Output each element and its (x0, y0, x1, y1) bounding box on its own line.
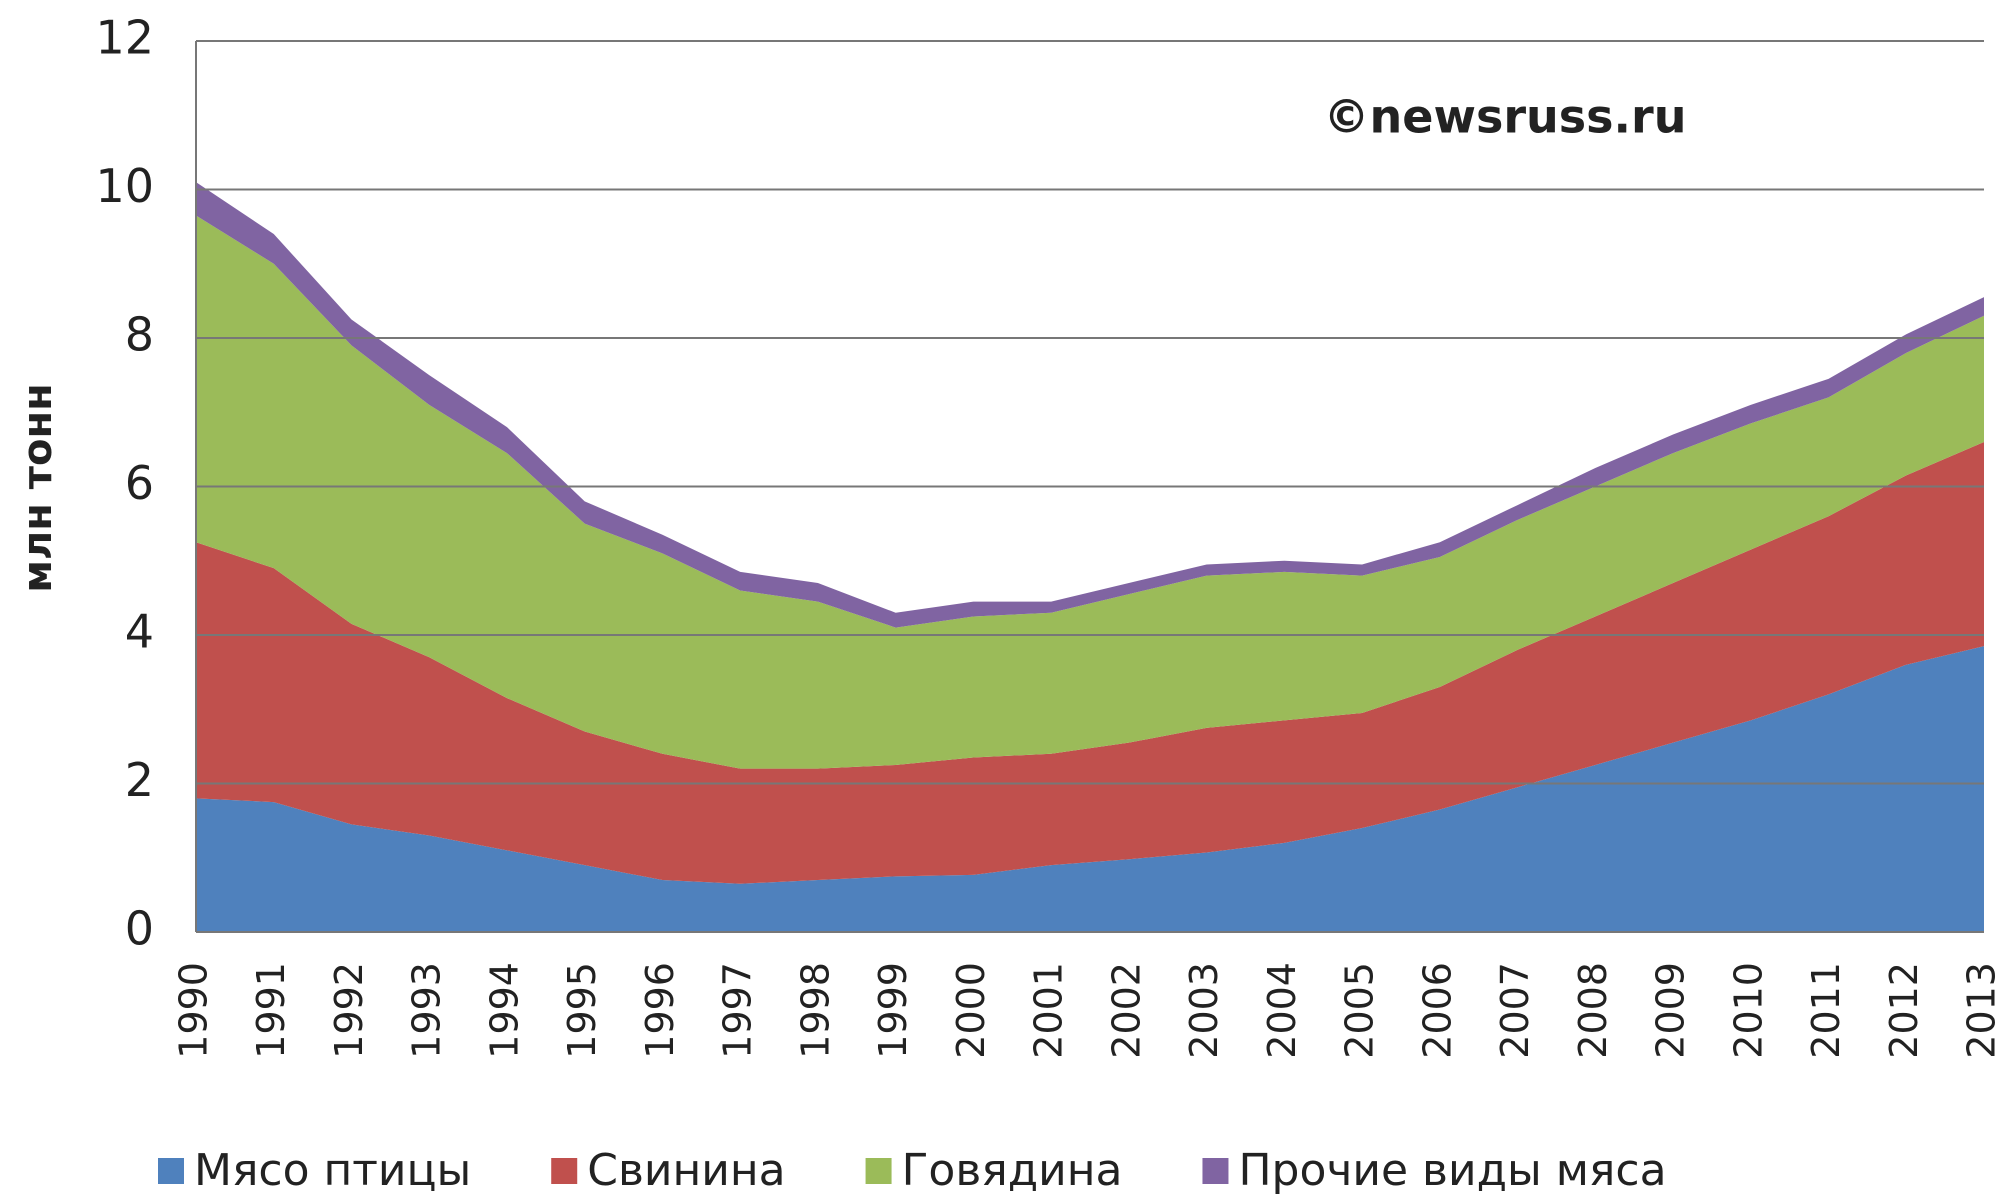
x-tick-label: 2008 (1571, 962, 1615, 1059)
x-tick-label: 2006 (1415, 962, 1459, 1059)
y-tick-label: 0 (125, 902, 154, 956)
legend-swatch (1202, 1158, 1229, 1184)
x-tick-label: 1998 (793, 962, 837, 1059)
y-tick-label: 6 (125, 456, 154, 510)
x-tick-label: 1997 (716, 962, 760, 1059)
x-tick-label: 2004 (1260, 962, 1304, 1059)
legend-swatch (865, 1158, 892, 1184)
x-tick-label: 2000 (949, 962, 993, 1059)
y-tick-label: 10 (95, 159, 154, 213)
y-axis-label: млн тонн (15, 383, 61, 593)
x-tick-label: 2013 (1960, 962, 2004, 1059)
x-tick-label: 2003 (1182, 962, 1226, 1059)
y-tick-label: 4 (125, 605, 154, 659)
x-tick-label: 1992 (327, 962, 371, 1059)
x-tick-label: 1995 (560, 962, 604, 1059)
x-tick-label: 1999 (871, 962, 915, 1059)
x-tick-label: 2007 (1493, 962, 1537, 1059)
x-tick-label: 1996 (638, 962, 682, 1059)
y-tick-label: 12 (95, 11, 154, 65)
x-tick-label: 1991 (249, 962, 293, 1059)
legend-label: Свинина (587, 1145, 785, 1196)
area (196, 646, 1984, 932)
legend-label: Прочие виды мяса (1238, 1145, 1666, 1196)
x-tick-label: 2009 (1649, 962, 1693, 1059)
area (196, 441, 1984, 884)
x-tick-label: 2002 (1104, 962, 1148, 1059)
x-tick-label: 2001 (1027, 962, 1071, 1059)
annotation: ©newsruss.ru (1324, 90, 1687, 144)
x-tick-label: 2011 (1804, 962, 1848, 1059)
x-tick-label: 2010 (1726, 962, 1770, 1059)
legend-label: Говядина (902, 1145, 1123, 1196)
y-tick-label: 2 (125, 753, 154, 807)
area (196, 215, 1984, 769)
x-tick-label: 1993 (405, 962, 449, 1059)
legend-swatch (158, 1158, 184, 1184)
x-tick-label: 2005 (1338, 962, 1382, 1059)
x-tick-label: 2012 (1882, 962, 1926, 1059)
y-tick-label: 8 (125, 308, 154, 362)
legend-swatch (551, 1158, 578, 1184)
legend-label: Мясо птицы (194, 1145, 471, 1196)
x-tick-label: 1994 (482, 962, 526, 1059)
x-tick-label: 1990 (172, 962, 216, 1059)
